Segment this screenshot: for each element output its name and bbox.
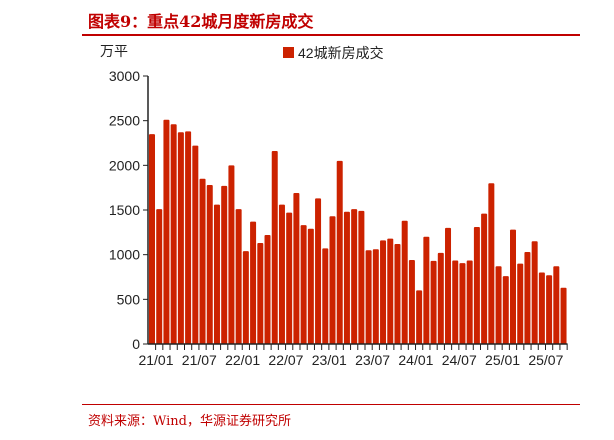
y-tick-label: 1500 xyxy=(109,202,140,218)
bar-22/09 xyxy=(293,193,300,344)
x-tick-label: 22/01 xyxy=(225,352,260,368)
bar-22/04 xyxy=(257,243,264,344)
bar-23/05 xyxy=(351,209,358,344)
source-note: 资料来源：Wind，华源证券研究所 xyxy=(88,414,291,429)
bar-23/04 xyxy=(343,211,350,344)
bar-24/05 xyxy=(437,252,444,344)
bar-21/10 xyxy=(213,204,220,344)
x-tick-label: 21/07 xyxy=(182,352,217,368)
bar-21/03 xyxy=(163,119,170,344)
bar-23/11 xyxy=(394,243,401,344)
x-tick-label: 24/07 xyxy=(442,352,477,368)
x-tick-label: 25/07 xyxy=(528,352,563,368)
bar-24/03 xyxy=(423,236,430,344)
bar-23/08 xyxy=(372,249,379,344)
x-tick-label: 25/01 xyxy=(485,352,520,368)
legend-label: 42城新房成交 xyxy=(298,45,384,61)
bar-21/06 xyxy=(185,131,192,344)
legend-swatch xyxy=(283,47,294,58)
y-tick-label: 1000 xyxy=(109,247,140,263)
bar-24/11 xyxy=(481,213,488,344)
x-tick-label: 23/01 xyxy=(312,352,347,368)
bar-24/04 xyxy=(430,260,437,344)
bar-25/10 xyxy=(560,287,567,344)
x-tick-label: 24/01 xyxy=(398,352,433,368)
bar-25/09 xyxy=(553,266,560,344)
bar-22/11 xyxy=(307,228,314,344)
bar-23/09 xyxy=(380,240,387,344)
bar-23/12 xyxy=(401,220,408,344)
bar-21/12 xyxy=(228,165,235,344)
bar-22/12 xyxy=(315,198,322,344)
bar-21/11 xyxy=(221,185,228,344)
bar-23/02 xyxy=(329,216,336,344)
y-axis-unit: 万平 xyxy=(100,43,128,59)
x-tick-label: 22/07 xyxy=(268,352,303,368)
bar-21/09 xyxy=(206,184,213,344)
source-divider xyxy=(82,404,580,405)
y-tick-label: 3000 xyxy=(109,68,140,84)
bar-24/01 xyxy=(408,260,415,344)
bar-24/12 xyxy=(488,183,495,344)
bar-24/09 xyxy=(466,260,473,344)
x-tick-label: 21/01 xyxy=(138,352,173,368)
bar-21/01 xyxy=(149,134,155,344)
bar-23/03 xyxy=(336,160,343,344)
bar-23/01 xyxy=(322,248,329,344)
bar-25/05 xyxy=(524,251,531,344)
bar-23/06 xyxy=(358,210,365,344)
bar-22/08 xyxy=(286,212,293,344)
bar-22/02 xyxy=(242,251,249,344)
bar-23/07 xyxy=(365,250,372,344)
bar-25/08 xyxy=(546,275,553,344)
bar-22/01 xyxy=(235,209,242,344)
figure-title: 图表9：重点42城月度新房成交 xyxy=(88,12,314,31)
bar-22/03 xyxy=(250,221,257,344)
bar-21/02 xyxy=(156,209,163,344)
bar-23/10 xyxy=(387,238,394,344)
bar-22/07 xyxy=(278,204,285,344)
title-divider xyxy=(82,34,580,36)
bar-22/10 xyxy=(300,225,307,344)
y-tick-label: 2000 xyxy=(109,157,140,173)
bar-25/04 xyxy=(517,263,524,344)
bar-25/03 xyxy=(510,229,516,344)
bar-25/02 xyxy=(502,276,509,344)
bar-21/05 xyxy=(177,132,184,344)
bar-25/01 xyxy=(495,266,502,344)
bar-21/07 xyxy=(192,145,199,344)
bar-24/06 xyxy=(445,227,452,344)
y-tick-label: 0 xyxy=(132,336,140,352)
bar-24/08 xyxy=(459,263,466,344)
bar-21/08 xyxy=(199,178,206,344)
y-tick-label: 500 xyxy=(117,291,141,307)
bar-24/10 xyxy=(473,226,480,344)
bar-24/02 xyxy=(416,290,423,344)
y-tick-label: 2500 xyxy=(109,113,140,129)
bar-22/06 xyxy=(271,151,278,344)
x-tick-label: 23/07 xyxy=(355,352,390,368)
bar-25/07 xyxy=(538,272,545,344)
bar-22/05 xyxy=(264,235,271,344)
bar-24/07 xyxy=(452,260,459,344)
bar-25/06 xyxy=(531,241,538,344)
bar-21/04 xyxy=(170,124,177,345)
